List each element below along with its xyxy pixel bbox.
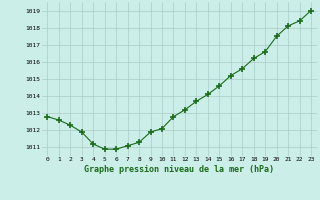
X-axis label: Graphe pression niveau de la mer (hPa): Graphe pression niveau de la mer (hPa) <box>84 165 274 174</box>
